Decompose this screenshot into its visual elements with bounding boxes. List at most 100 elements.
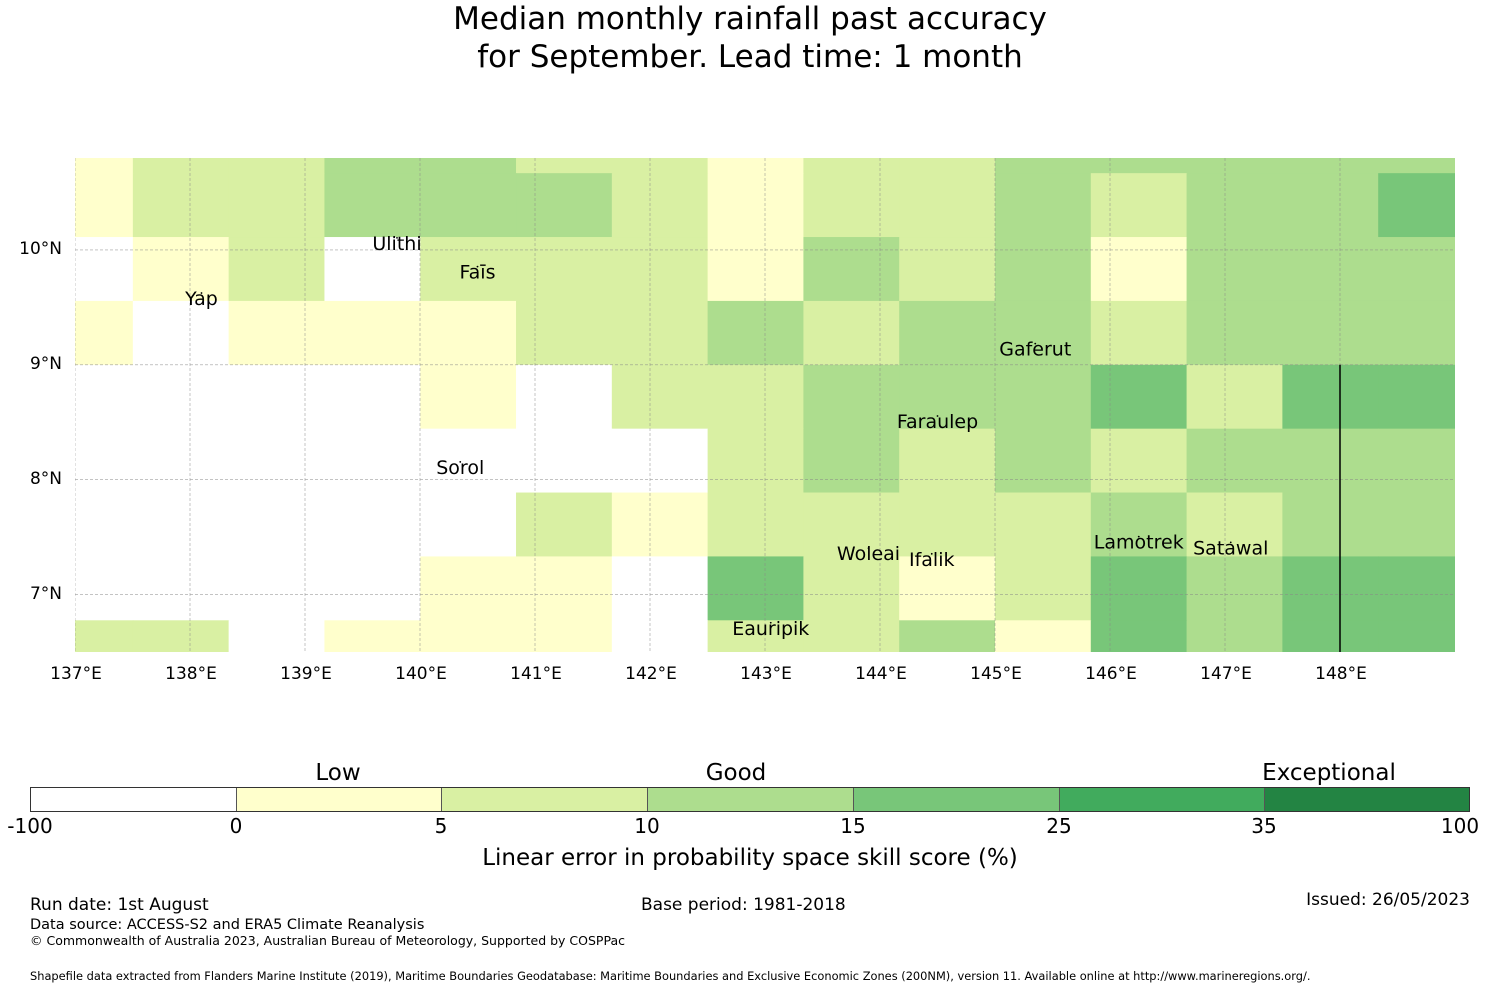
skill-cell [420,300,517,366]
skill-cell [132,237,230,302]
skill-cell [995,428,1092,494]
skill-cell [75,556,134,621]
skill-cell [899,173,996,238]
skill-cell [516,300,613,366]
skill-cell [899,158,996,174]
skill-cell [899,620,996,653]
lon-label-140: 140°E [395,664,447,684]
lon-label-143: 143°E [740,664,792,684]
lon-label-141: 141°E [510,664,562,684]
island-label: Eauripik [732,618,809,640]
colorbar-segment-4 [647,787,853,812]
lat-label-9: 9°N [29,354,62,374]
lat-label-7: 7°N [29,584,62,604]
skill-cell [1090,492,1188,557]
skill-cell [899,428,996,494]
island-marker [1034,342,1037,345]
category-exceptional: Exceptional [1262,760,1396,786]
copyright: © Commonwealth of Australia 2023, Austra… [30,933,625,948]
skill-cell [899,237,996,302]
skill-cell [611,492,709,557]
skill-cell [516,428,613,494]
skill-cell [1186,428,1283,494]
lon-label-138: 138°E [165,664,217,684]
island-label: Satawal [1193,537,1268,559]
skill-cell [228,173,325,238]
skill-cell [228,556,325,621]
skill-cell [75,492,134,557]
skill-cell [1090,300,1188,366]
colorbar [30,787,1470,812]
lat-label-8: 8°N [29,469,62,489]
skill-cell [803,364,900,430]
skill-cell [899,364,996,430]
skill-cell [707,428,804,494]
skill-cell [611,620,709,653]
skill-cell [1282,556,1379,621]
skill-cell [228,620,325,653]
skill-cell [611,158,709,174]
island-marker [396,237,398,239]
skill-cell [1186,300,1283,366]
skill-cell [324,237,421,302]
skill-cell [132,492,230,557]
skill-cell [1090,364,1188,430]
skill-cell [803,428,900,494]
skill-cell [1378,300,1456,366]
skill-cell [1090,237,1188,302]
skill-cell [228,300,325,366]
skill-cell [228,237,325,302]
colorbar-tick: 0 [229,814,243,838]
skill-cell [995,620,1092,653]
lon-label-144: 144°E [855,664,907,684]
skill-cell [132,620,230,653]
skill-cell [1282,173,1379,238]
skill-grid-svg: Ulithi Faīs Yap Gaferut Faraulep Sorol Woleai I… [74,158,1456,653]
island-marker [769,621,772,624]
skill-cell [516,237,613,302]
skill-cell [1090,428,1188,494]
skill-cell [1378,620,1456,653]
skill-cell [516,158,613,174]
skill-cell [611,237,709,302]
colorbar-segment-3 [441,787,647,812]
skill-cell [1186,556,1283,621]
skill-cell [132,556,230,621]
lon-label-142: 142°E [625,664,677,684]
skill-cell [1186,158,1283,174]
skill-cell [75,158,134,174]
skill-cell [1090,173,1188,238]
skill-cell [1378,364,1456,430]
skill-cell [899,492,996,557]
skill-cell [420,620,517,653]
skill-cell [75,428,134,494]
island-marker [1229,541,1232,544]
skill-cell [611,428,709,494]
skill-cell [611,173,709,238]
skill-cell [995,300,1092,366]
skill-cell [324,173,421,238]
issued-date: Issued: 26/05/2023 [1306,890,1470,910]
colorbar-tick: 15 [840,814,866,838]
skill-cell [707,173,804,238]
chart-title: Median monthly rainfall past accuracy fo… [0,0,1500,76]
skill-cell [1378,173,1456,238]
skill-cell [707,158,804,174]
skill-cell [803,556,900,621]
skill-cell [1186,237,1283,302]
skill-cell [803,158,900,174]
colorbar-segment-2 [236,787,441,812]
lon-label-146: 146°E [1085,664,1137,684]
island-label: Lamotrek [1094,532,1184,554]
lon-label-139: 139°E [280,664,332,684]
skill-cell [516,364,613,430]
shapefile-credit: Shapefile data extracted from Flanders M… [30,969,1311,983]
skill-cell [611,364,709,430]
skill-cell [1282,364,1379,430]
island-label: Woleai [837,543,900,565]
skill-cell [899,556,996,621]
skill-cell [516,492,613,557]
skill-cell [420,237,517,302]
island-marker [936,415,939,417]
skill-cell [1282,620,1379,653]
